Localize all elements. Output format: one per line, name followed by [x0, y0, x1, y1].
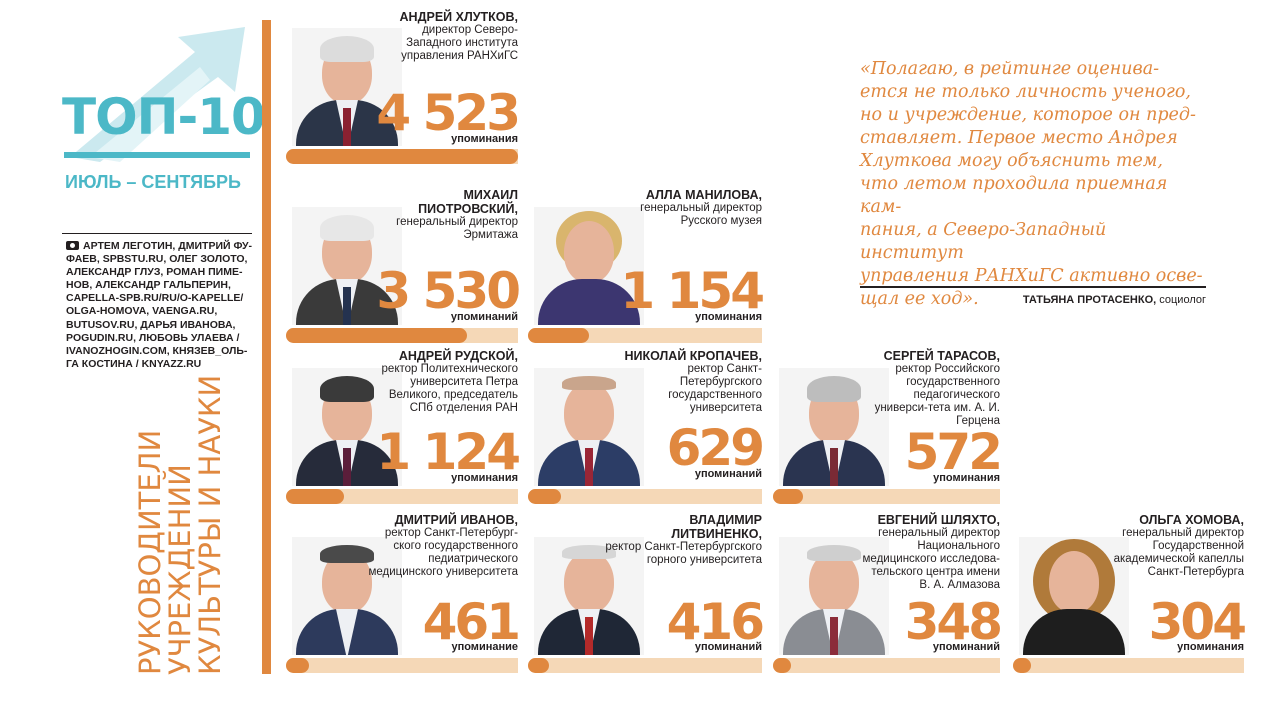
vertical-divider — [262, 20, 271, 674]
person-name: ВЛАДИМИР ЛИТВИНЕНКО, — [671, 513, 762, 541]
portrait — [534, 207, 644, 325]
mentions-bar — [1013, 658, 1244, 673]
photo-credits-text: АРТЕМ ЛЕГОТИН, ДМИТРИЙ ФУ-ФАЕВ, SPBSTU.R… — [66, 240, 253, 370]
camera-icon — [66, 241, 79, 250]
ranking-card: ЕВГЕНИЙ ШЛЯХТО, генеральный директор Наци… — [773, 513, 1003, 673]
ranking-card: АЛЛА МАНИЛОВА, генеральный директор Русск… — [528, 188, 765, 343]
ranking-card: ОЛЬГА ХОМОВА, генеральный директор Госуда… — [1013, 513, 1247, 673]
mentions-bar — [286, 489, 518, 504]
section-title-line: Руководители — [133, 429, 167, 675]
mentions-label: упоминания — [451, 133, 518, 145]
portrait — [292, 368, 402, 486]
portrait — [292, 207, 402, 325]
quote-divider — [860, 286, 1206, 288]
person-name: СЕРГЕЙ ТАРАСОВ, — [883, 349, 1000, 363]
quote-author-role: социолог — [1156, 294, 1206, 306]
person-name: АНДРЕЙ РУДСКОЙ, — [398, 349, 518, 363]
mentions-label: упоминаний — [450, 311, 518, 323]
mentions-bar — [286, 328, 518, 343]
mentions-bar-fill — [528, 328, 589, 343]
mentions-label: упоминания — [933, 472, 1000, 484]
ranking-card: АНДРЕЙ РУДСКОЙ, ректор Политехнического у… — [286, 349, 521, 504]
mentions-bar-fill — [286, 328, 467, 343]
person-name: ДМИТРИЙ ИВАНОВ, — [394, 513, 518, 527]
mentions-count: 629 — [666, 419, 765, 477]
mentions-label: упоминания — [695, 311, 762, 323]
mentions-bar — [528, 658, 762, 673]
person-position: ректор Санкт-Петербург-ского государстве… — [368, 527, 518, 578]
person-name: АЛЛА МАНИЛОВА, — [645, 188, 762, 202]
person-name: ОЛЬГА ХОМОВА, — [1139, 513, 1244, 527]
mentions-bar — [773, 658, 1000, 673]
ranking-card: АНДРЕЙ ХЛУТКОВ, директор Северо-Западного… — [286, 10, 521, 164]
portrait — [534, 537, 644, 655]
person-position: ректор Российского государственного педа… — [874, 363, 1000, 427]
mentions-bar — [773, 489, 1000, 504]
title-underline — [64, 152, 250, 158]
mentions-bar-fill — [1013, 658, 1032, 673]
person-name: МИХАИЛ ПИОТРОВСКИЙ, — [418, 188, 518, 216]
person-name: АНДРЕЙ ХЛУТКОВ, — [399, 10, 518, 24]
portrait — [779, 368, 889, 486]
person-position: генеральный директор Государственной ака… — [1113, 527, 1244, 578]
portrait — [292, 537, 402, 655]
ranking-card: МИХАИЛ ПИОТРОВСКИЙ, генеральный директор … — [286, 188, 521, 343]
mentions-count: 4 523 — [376, 84, 521, 142]
mentions-bar — [528, 328, 762, 343]
section-title: Руководители учреждений культуры и науки — [133, 374, 227, 675]
person-position: генеральный директор Эрмитажа — [396, 216, 518, 241]
quote-author: ТАТЬЯНА ПРОТАСЕНКО, социолог — [860, 294, 1206, 306]
ranking-card: СЕРГЕЙ ТАРАСОВ, ректор Российского госуда… — [773, 349, 1003, 504]
mentions-count: 348 — [904, 593, 1003, 651]
mentions-bar — [286, 658, 518, 673]
mentions-bar-fill — [773, 658, 792, 673]
mentions-bar — [528, 489, 762, 504]
mentions-bar — [286, 149, 518, 164]
mentions-count: 461 — [422, 593, 521, 651]
person-position: генеральный директор Национального медиц… — [862, 527, 1000, 591]
person-name: ЕВГЕНИЙ ШЛЯХТО, — [877, 513, 1000, 527]
mentions-count: 1 154 — [620, 262, 765, 320]
portrait — [1019, 537, 1129, 655]
portrait — [779, 537, 889, 655]
mentions-label: упоминания — [451, 472, 518, 484]
mentions-count: 3 530 — [376, 262, 521, 320]
mentions-label: упоминание — [451, 641, 518, 653]
person-position: генеральный директор Русского музея — [640, 202, 762, 227]
quote-author-name: ТАТЬЯНА ПРОТАСЕНКО, — [1022, 294, 1157, 306]
ranking-card: ДМИТРИЙ ИВАНОВ, ректор Санкт-Петербург-ск… — [286, 513, 521, 673]
photo-credits: АРТЕМ ЛЕГОТИН, ДМИТРИЙ ФУ-ФАЕВ, SPBSTU.R… — [66, 240, 256, 371]
ranking-card: НИКОЛАЙ КРОПАЧЕВ, ректор Санкт-Петербургс… — [528, 349, 765, 504]
mentions-bar-fill — [528, 489, 561, 504]
mentions-label: упоминания — [1177, 641, 1244, 653]
mentions-label: упоминаний — [694, 641, 762, 653]
mentions-count: 1 124 — [376, 423, 521, 481]
ranking-card: ВЛАДИМИР ЛИТВИНЕНКО, ректор Санкт-Петербу… — [528, 513, 765, 673]
portrait — [534, 368, 644, 486]
pull-quote: «Полагаю, в рейтинге оценива- ется не то… — [860, 59, 1203, 309]
person-position: ректор Санкт-Петербургского государствен… — [668, 363, 762, 414]
person-position: ректор Санкт-Петербургского горного унив… — [605, 541, 762, 566]
up-arrow-icon — [70, 27, 245, 162]
mentions-bar-fill — [528, 658, 550, 673]
portrait — [292, 28, 402, 146]
person-position: ректор Политехнического университета Пет… — [381, 363, 518, 414]
mentions-bar-fill — [286, 658, 310, 673]
mentions-count: 572 — [904, 423, 1003, 481]
period-label: ИЮЛЬ – СЕНТЯБРЬ — [65, 172, 241, 192]
section-title-line: учреждений — [163, 464, 197, 675]
person-position: директор Северо-Западного института упра… — [401, 24, 518, 62]
mentions-label: упоминаний — [932, 641, 1000, 653]
mentions-count: 304 — [1148, 593, 1247, 651]
mentions-bar-fill — [286, 489, 344, 504]
divider — [62, 233, 252, 234]
mentions-bar-fill — [286, 149, 518, 164]
mentions-bar-fill — [773, 489, 803, 504]
section-title-line: культуры и науки — [193, 374, 227, 675]
page-title: ТОП-10 — [62, 88, 266, 146]
mentions-label: упоминаний — [694, 468, 762, 480]
person-name: НИКОЛАЙ КРОПАЧЕВ, — [624, 349, 762, 363]
mentions-count: 416 — [666, 593, 765, 651]
